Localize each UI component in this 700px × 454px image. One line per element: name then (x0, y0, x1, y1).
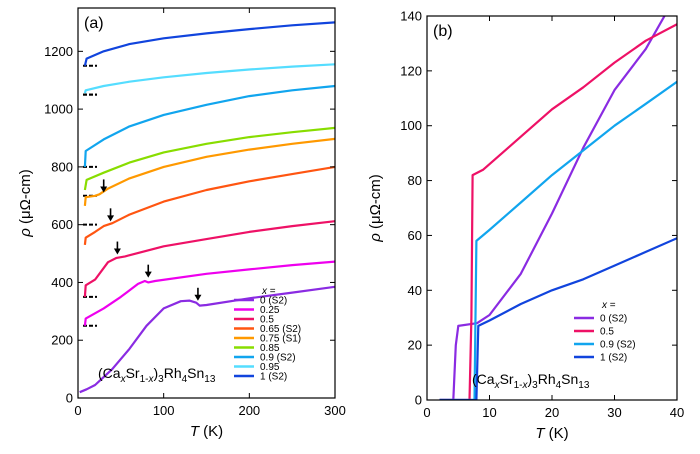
legend-entry: 0.65 (S2) (260, 324, 301, 335)
y-tick-label: 60 (408, 228, 422, 243)
arrow-head (144, 271, 152, 278)
legend-entry: 0.75 (S1) (260, 334, 301, 345)
y-tick-label: 1000 (44, 102, 73, 117)
legend-entry: 0.5 (260, 315, 274, 326)
legend-entry: 0 (S2) (260, 296, 287, 307)
series-line-1 (83, 260, 335, 326)
series-line-5 (83, 126, 335, 191)
panel-label: (b) (433, 23, 453, 40)
y-axis-label: ρ (μΩ-cm) (17, 169, 34, 238)
y-tick-label: 0 (415, 393, 422, 408)
panel-label: (a) (84, 15, 104, 32)
series-line-3 (439, 237, 677, 400)
y-tick-label: 0 (66, 391, 73, 406)
legend: x = 0 (S2) 0.5 0.9 (S2) 1 (S2) (574, 300, 636, 364)
x-tick-label: 0 (423, 405, 430, 420)
transition-arrow (100, 179, 108, 193)
plot-area (439, 16, 677, 400)
compound-label: (CaxSr1-x)3Rh4Sn13 (98, 365, 216, 385)
panel-b: 0 10 20 30 40 0 20 40 60 80 100 120 140 T (K) ρ (μΩ-cm… (367, 9, 684, 443)
series-line-6 (83, 84, 335, 167)
plot-frame (426, 15, 678, 401)
x-tick-label: 200 (238, 403, 260, 418)
legend-title: x = (261, 286, 276, 297)
y-tick-label: 800 (51, 159, 73, 174)
legend-entry: 1 (S2) (260, 372, 287, 383)
legend-entry: 0.9 (S2) (600, 340, 636, 351)
arrow-head (113, 248, 121, 255)
transition-arrow (113, 241, 121, 255)
plot-area (79, 21, 335, 394)
y-tick-label: 140 (400, 9, 422, 24)
transition-arrow (107, 208, 115, 222)
series-line-7 (83, 63, 335, 94)
legend-entry: 0.25 (260, 305, 280, 316)
plot-frame (77, 7, 336, 399)
series-line-0 (439, 16, 666, 400)
x-tick-label: 40 (670, 405, 684, 420)
y-tick-label: 100 (400, 118, 422, 133)
series-line-8 (83, 21, 335, 67)
legend: x =0 (S2)0.250.50.65 (S2)0.75 (S1)0.850.… (234, 286, 301, 383)
transition-arrow (144, 264, 152, 278)
y-axis-label: ρ (μΩ-cm) (367, 174, 384, 243)
x-tick-label: 0 (74, 403, 81, 418)
y-tick-label: 80 (408, 173, 422, 188)
y-tick-label: 200 (51, 333, 73, 348)
series-line-3 (83, 165, 335, 246)
compound-label: (CaxSr1-x)3Rh4Sn13 (472, 371, 590, 391)
y-tick-label: 120 (400, 63, 422, 78)
series-line-2 (83, 220, 335, 297)
legend-entry: 0.95 (260, 362, 280, 373)
panel-a: 0 100 200 300 0 200 400 600 800 1000 1200 T (K) ρ (μ… (17, 7, 346, 440)
legend-entry: 0.85 (260, 343, 280, 354)
x-axis-label: T (K) (535, 425, 568, 442)
arrow-head (100, 186, 108, 193)
arrow-head (107, 215, 115, 222)
x-tick-label: 20 (545, 405, 559, 420)
y-tick-label: 40 (408, 283, 422, 298)
legend-title: x = (601, 300, 616, 311)
x-axis-label: T (K) (190, 423, 223, 440)
legend-entry: 1 (S2) (600, 353, 627, 364)
legend-entry: 0.5 (600, 327, 614, 338)
arrow-head (194, 294, 202, 301)
x-tick-label: 10 (482, 405, 496, 420)
series-line-2 (439, 80, 677, 400)
y-tick-label: 600 (51, 217, 73, 232)
series-line-4 (83, 137, 335, 207)
legend-entry: 0 (S2) (600, 314, 627, 325)
x-tick-label: 100 (153, 403, 175, 418)
x-tick-label: 30 (607, 405, 621, 420)
y-tick-label: 1200 (44, 44, 73, 59)
transition-arrow (194, 287, 202, 301)
series-line-1 (439, 23, 677, 400)
y-tick-label: 400 (51, 275, 73, 290)
legend-entry: 0.9 (S2) (260, 353, 296, 364)
x-tick-label: 300 (324, 403, 346, 418)
y-tick-label: 20 (408, 338, 422, 353)
